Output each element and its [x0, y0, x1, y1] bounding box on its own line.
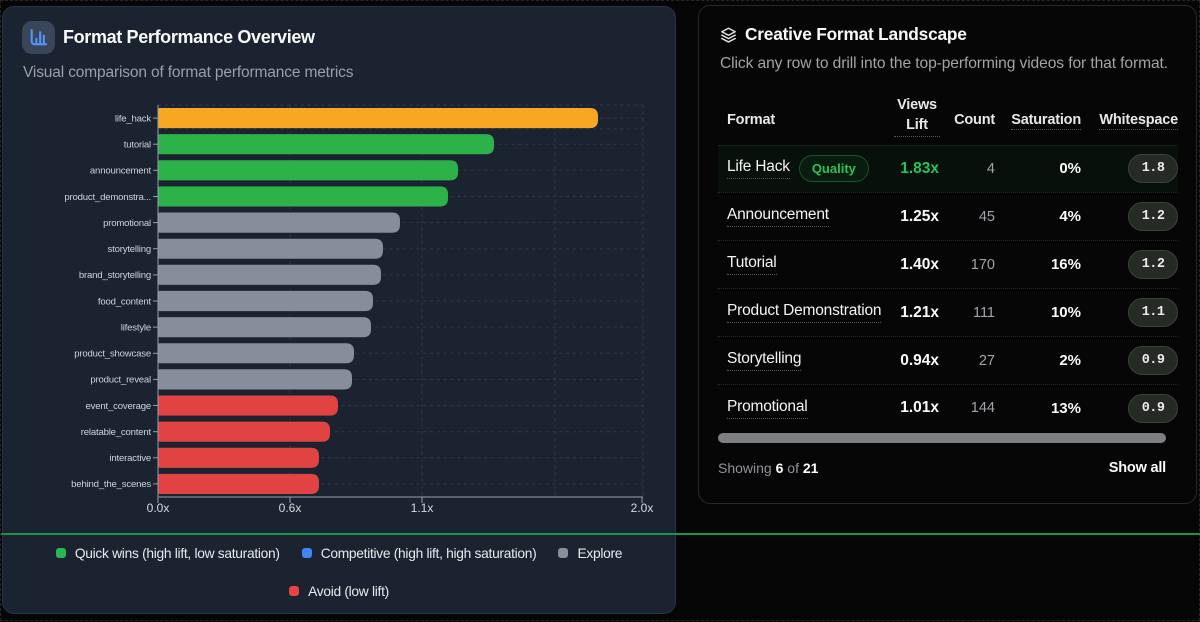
svg-text:interactive: interactive [109, 453, 151, 464]
svg-text:0.0x: 0.0x [147, 501, 170, 515]
svg-text:tutorial: tutorial [124, 140, 151, 151]
svg-text:product_showcase: product_showcase [74, 349, 151, 360]
svg-text:product_demonstra...: product_demonstra... [64, 192, 151, 203]
svg-text:relatable_content: relatable_content [81, 427, 152, 438]
svg-text:event_coverage: event_coverage [86, 401, 151, 412]
svg-text:announcement: announcement [90, 166, 152, 177]
svg-text:storytelling: storytelling [108, 244, 151, 255]
svg-text:behind_the_scenes: behind_the_scenes [71, 479, 151, 490]
svg-text:2.0x: 2.0x [631, 501, 654, 515]
svg-text:life_hack: life_hack [115, 113, 151, 124]
svg-text:food_content: food_content [98, 296, 152, 307]
svg-text:lifestyle: lifestyle [121, 322, 151, 333]
svg-text:1.1x: 1.1x [411, 501, 434, 515]
svg-text:brand_storytelling: brand_storytelling [79, 270, 151, 281]
svg-text:promotional: promotional [103, 218, 151, 229]
svg-text:0.6x: 0.6x [279, 501, 302, 515]
svg-text:product_reveal: product_reveal [90, 375, 151, 386]
